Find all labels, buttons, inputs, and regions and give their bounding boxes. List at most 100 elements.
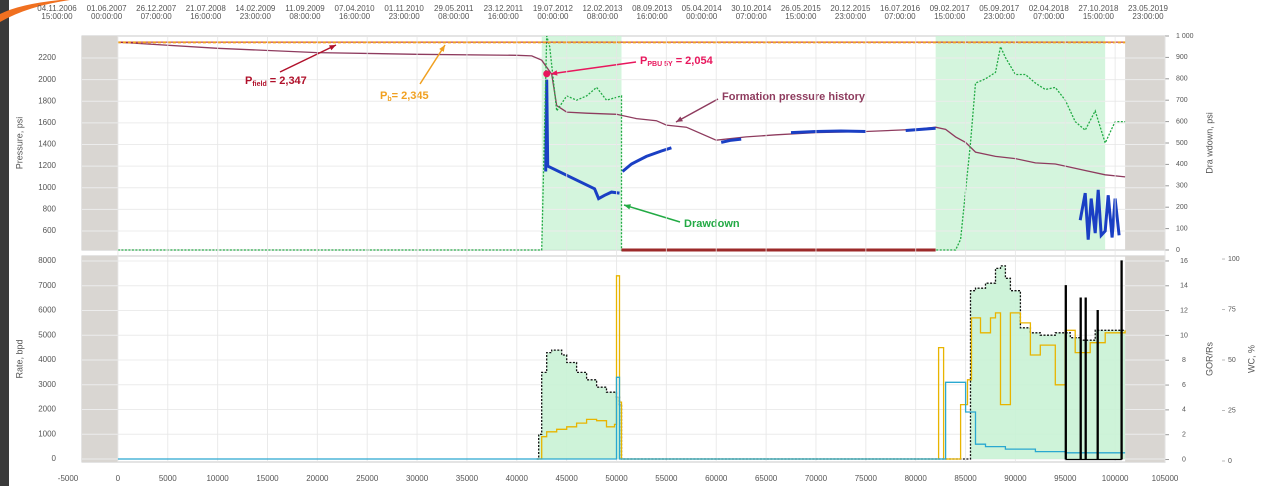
highlight-range: [935, 36, 1106, 250]
annotation-sub: b: [387, 96, 391, 103]
annotation-arrowhead: [676, 116, 683, 122]
top-axis-date: 07.04.2010: [335, 4, 376, 13]
annotation-arrow: [675, 98, 719, 123]
x-tick-label: 15000: [256, 474, 279, 483]
top-axis-time: 08:00:00: [587, 12, 619, 21]
x-tick-label: 20000: [306, 474, 329, 483]
y2-tick-label: 100: [1176, 225, 1188, 232]
y-tick-label: 1800: [38, 96, 56, 105]
y-tick-label: 600: [43, 226, 57, 235]
annotation-arrow: [550, 61, 637, 75]
annotation-arrowhead: [550, 70, 558, 76]
inactive-range: [1125, 36, 1165, 250]
series-name-label: Drawdown: [684, 218, 740, 230]
top-axis-time: 15:00:00: [41, 12, 73, 21]
series-line: [117, 376, 1126, 460]
annotation-arrow: [419, 44, 446, 85]
top-axis-time: 23:00:00: [1132, 12, 1164, 21]
highlight-range: [541, 36, 622, 250]
y2-tick-label: 6: [1182, 382, 1186, 389]
top-axis-date: 30.10.2014: [731, 4, 772, 13]
x-tick-label: 100000: [1102, 474, 1129, 483]
top-axis-time: 07:00:00: [884, 12, 916, 21]
series-line: [117, 41, 1126, 178]
series-area: [536, 265, 1126, 460]
x-tick-label: -5000: [58, 474, 79, 483]
y3-tick-label: 25: [1228, 407, 1236, 414]
y2-tick-label: 1 000: [1176, 33, 1194, 40]
x-tick-label: 75000: [855, 474, 878, 483]
annotation-rest: = 2,347: [267, 75, 307, 87]
top-axis-time: 08:00:00: [438, 12, 470, 21]
y3-axis-label: WC, %: [1246, 345, 1256, 373]
x-tick-label: 25000: [356, 474, 379, 483]
top-axis-time: 07:00:00: [736, 12, 768, 21]
x-tick-label: 50000: [605, 474, 628, 483]
top-axis-time: 23:00:00: [240, 12, 272, 21]
top-axis-time: 07:00:00: [1033, 12, 1065, 21]
x-tick-label: 45000: [556, 474, 579, 483]
x-tick-label: 55000: [655, 474, 678, 483]
y-tick-label: 1400: [38, 140, 56, 149]
y2-tick-label: 8: [1182, 357, 1186, 364]
top-axis-date: 23.12.2011: [484, 4, 524, 13]
inactive-range: [82, 36, 118, 250]
y2-tick-label: 2: [1182, 432, 1186, 439]
top-axis-time: 15:00:00: [934, 12, 966, 21]
top-axis-time: 23:00:00: [835, 12, 867, 21]
corner-decoration: [0, 0, 70, 22]
series-line: [544, 79, 620, 201]
y2-tick-label: 10: [1180, 332, 1188, 339]
y3-tick-label: 0: [1228, 458, 1232, 465]
y-axis-label: Pressure, psi: [14, 117, 24, 170]
top-axis-date: 23.05.2019: [1128, 4, 1169, 13]
top-axis-date: 05.04.2014: [682, 4, 723, 13]
annotation-sub: field: [252, 81, 266, 88]
top-axis-date: 21.07.2008: [186, 4, 227, 13]
series-line: [117, 35, 1126, 251]
x-tick-label: 40000: [506, 474, 529, 483]
top-axis-date: 29.05.2011: [434, 4, 474, 13]
top-axis-date: 26.05.2015: [781, 4, 822, 13]
y-tick-label: 2200: [38, 53, 56, 62]
x-tick-label: 65000: [755, 474, 778, 483]
top-axis-date: 14.02.2009: [235, 4, 276, 13]
y-tick-label: 3000: [38, 380, 56, 389]
left-edge-bar: [0, 0, 9, 486]
top-axis-date: 20.12.2015: [830, 4, 871, 13]
top-axis-time: 08:00:00: [289, 12, 321, 21]
top-axis-time: 23:00:00: [389, 12, 421, 21]
x-tick-label: 10000: [206, 474, 229, 483]
y2-tick-label: 300: [1176, 183, 1188, 190]
series-line: [536, 275, 1126, 460]
annotation-rest: = 2,345: [392, 90, 429, 102]
y2-tick-label: 400: [1176, 161, 1188, 168]
top-axis-date: 01.11.2010: [384, 4, 424, 13]
y-tick-label: 2000: [38, 75, 56, 84]
annotation-main: P: [245, 75, 252, 87]
y2-tick-label: 16: [1180, 258, 1188, 265]
y-tick-label: 7000: [38, 281, 56, 290]
y-tick-label: 1000: [38, 429, 56, 438]
top-axis-date: 05.09.2017: [979, 4, 1020, 13]
point: [543, 70, 551, 78]
top-axis-time: 00:00:00: [91, 12, 123, 21]
y2-tick-label: 700: [1176, 97, 1188, 104]
y3-tick-label: 75: [1228, 306, 1236, 313]
y-tick-label: 6000: [38, 306, 56, 315]
x-tick-label: 30000: [406, 474, 429, 483]
y-tick-label: 1000: [38, 183, 56, 192]
top-axis-time: 07:00:00: [141, 12, 173, 21]
y2-tick-label: 4: [1182, 407, 1186, 414]
y-tick-label: 1600: [38, 118, 56, 127]
y2-axis-label: GOR/Rs: [1204, 342, 1214, 377]
top-axis-time: 15:00:00: [785, 12, 817, 21]
top-axis-date: 01.06.2007: [87, 4, 128, 13]
x-tick-label: 35000: [456, 474, 479, 483]
top-axis-date: 02.04.2018: [1029, 4, 1070, 13]
top-axis-date: 26.12.2007: [136, 4, 177, 13]
top-axis-date: 16.07.2016: [880, 4, 921, 13]
annotation-arrowhead: [329, 45, 336, 51]
top-axis-date: 12.02.2013: [582, 4, 623, 13]
